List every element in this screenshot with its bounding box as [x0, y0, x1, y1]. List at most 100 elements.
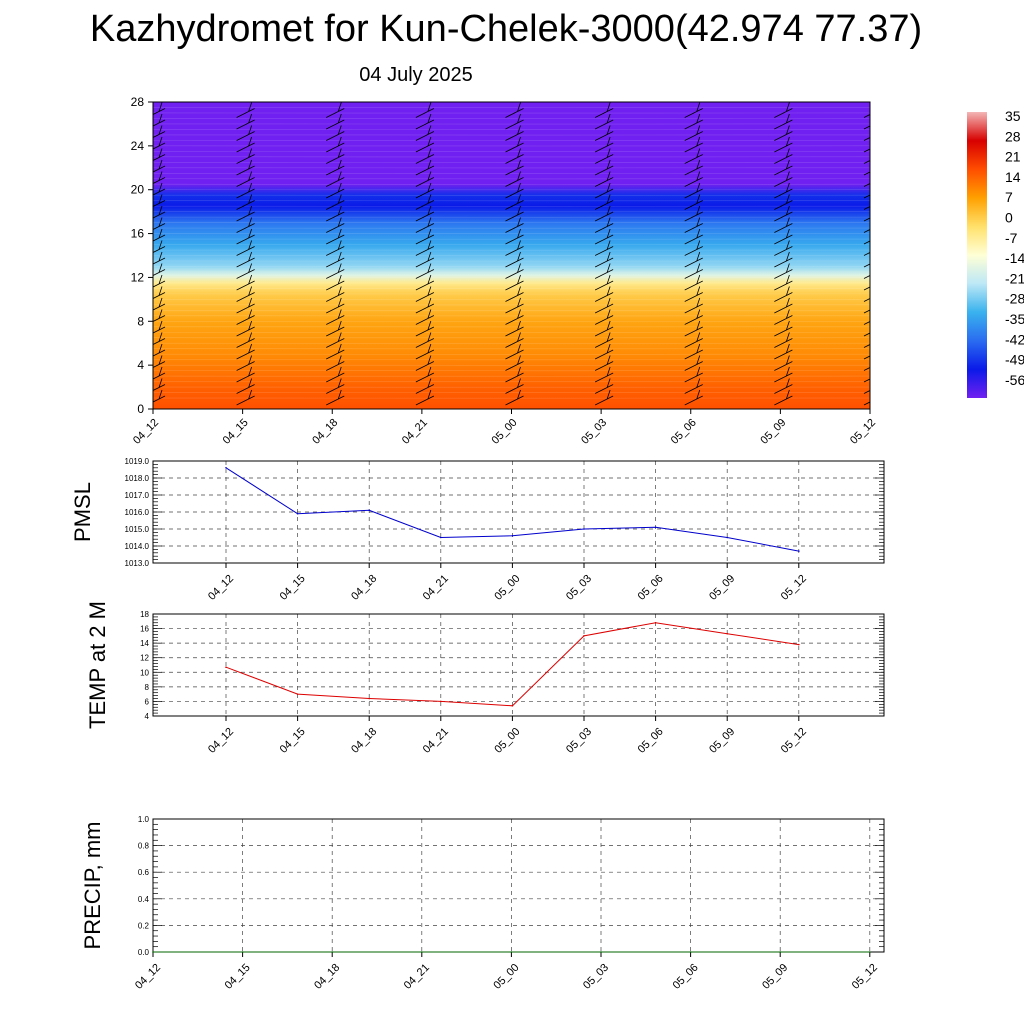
wind-barb — [684, 378, 703, 394]
wind-barb — [594, 217, 614, 233]
wind-barb — [326, 240, 345, 256]
x-tick-label: 04_15 — [223, 962, 253, 992]
wind-barb — [863, 114, 870, 118]
y-axis-title: TEMP at 2 M — [85, 601, 110, 729]
colorbar-label: 7 — [1005, 189, 1013, 205]
wind-barb — [505, 355, 524, 371]
data-point — [583, 528, 585, 530]
wind-barb — [774, 297, 793, 314]
wind-barb — [774, 102, 793, 118]
wind-barb — [415, 297, 435, 314]
x-tick-label: 04_12 — [206, 573, 236, 603]
data-point — [511, 535, 514, 537]
wind-barb — [326, 274, 345, 291]
wind-barb — [505, 297, 524, 314]
wind-barb — [774, 182, 793, 199]
wind-barb — [326, 332, 345, 348]
wind-barb — [594, 274, 614, 291]
wind-barb — [774, 355, 793, 371]
wind-barb — [774, 320, 793, 337]
wind-barb — [153, 217, 166, 230]
wind-barb — [594, 389, 614, 406]
y-tick-label: 14 — [140, 639, 149, 648]
wind-barb — [684, 228, 703, 245]
wind-barb — [415, 148, 435, 164]
wind-barb — [774, 194, 793, 210]
wind-barb — [594, 240, 614, 256]
wind-barb — [326, 113, 345, 130]
wind-barb — [594, 182, 614, 199]
wind-barb — [594, 378, 614, 394]
wind-barb — [415, 343, 435, 360]
wind-barb — [774, 159, 793, 176]
wind-barb — [594, 136, 614, 153]
y-tick-label: 20 — [131, 183, 145, 197]
wind-barb — [236, 113, 255, 130]
wind-barb — [236, 228, 255, 245]
wind-barb — [153, 343, 166, 357]
wind-barb — [774, 366, 793, 383]
data-point — [440, 700, 442, 703]
wind-barb — [774, 125, 793, 141]
wind-barb — [594, 355, 614, 371]
wind-barb — [153, 389, 166, 403]
y-tick-label: 1017.0 — [125, 491, 150, 500]
panel-frame — [152, 460, 885, 564]
y-tick-label: 0.6 — [138, 868, 150, 877]
wind-barb — [415, 228, 435, 245]
data-point — [152, 951, 154, 953]
x-tick-label: 05_03 — [564, 573, 594, 603]
colorbar-strip — [967, 112, 987, 398]
wind-barb — [594, 148, 614, 164]
colorbar-label: -49 — [1005, 352, 1024, 368]
x-tick-label: 05_00 — [491, 962, 521, 992]
wind-barb — [415, 251, 435, 268]
wind-barb — [415, 366, 435, 383]
wind-barb — [863, 355, 870, 360]
data-point — [368, 697, 371, 700]
wind-barb — [863, 344, 870, 348]
wind-barb — [415, 263, 435, 279]
y-tick-label: 12 — [140, 654, 149, 663]
colorbar-label: -7 — [1005, 230, 1018, 246]
x-tick-label: 04_12 — [133, 962, 163, 992]
wind-barb — [863, 390, 870, 394]
colorbar-label: -21 — [1005, 270, 1024, 286]
wind-barb — [863, 298, 870, 302]
wind-barb — [326, 102, 345, 118]
wind-barb — [505, 205, 524, 222]
wind-barb — [415, 389, 435, 406]
wind-barb — [684, 320, 703, 337]
chart-subtitle: 04 July 2025 — [359, 64, 473, 86]
wind-barb — [505, 228, 524, 245]
wind-barb — [505, 194, 524, 210]
y-tick-label: 0.2 — [138, 921, 150, 930]
wind-barb — [153, 297, 166, 311]
colorbar-label: -28 — [1005, 291, 1024, 307]
wind-barb — [326, 194, 345, 210]
wind-barb — [505, 125, 524, 141]
wind-barb — [594, 366, 614, 383]
wind-barb — [326, 136, 345, 153]
wind-barb — [153, 102, 166, 115]
wind-barb — [863, 275, 870, 279]
data-point — [726, 536, 728, 539]
wind-barb — [236, 148, 255, 164]
wind-barb — [505, 343, 524, 360]
wind-barb — [415, 113, 435, 130]
wind-barb — [236, 332, 255, 348]
wind-barb — [153, 228, 166, 242]
wind-barb — [236, 355, 255, 371]
wind-barb — [594, 228, 614, 245]
wind-barb — [505, 309, 524, 325]
wind-barb — [236, 159, 255, 176]
wind-barb — [684, 113, 703, 130]
wind-barb — [774, 263, 793, 279]
wind-barb — [774, 113, 793, 130]
wind-barb — [326, 378, 345, 394]
y-tick-label: 10 — [140, 668, 149, 677]
colorbar: 35 28 21 14 7 0 -7 -14 -21 -28 -35 -42 -49 -56 — [967, 108, 1024, 398]
wind-barb — [415, 355, 435, 371]
y-tick-label: 0.8 — [138, 842, 150, 851]
wind-barb — [594, 263, 614, 279]
